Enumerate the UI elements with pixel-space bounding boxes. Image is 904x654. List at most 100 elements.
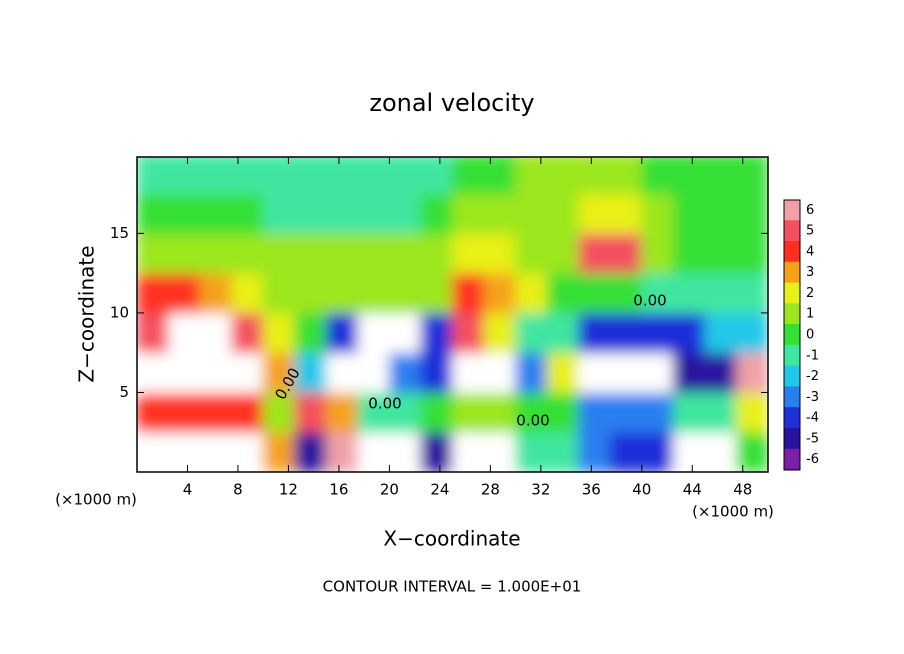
cell [357, 352, 390, 393]
cell [452, 193, 485, 234]
cell [704, 232, 737, 274]
cell [452, 232, 485, 274]
x-tick-label: 28 [481, 481, 500, 499]
cell [578, 391, 611, 433]
colorbar-swatch [783, 386, 801, 409]
cell [609, 312, 643, 354]
cell [199, 272, 233, 314]
cell [578, 312, 611, 354]
cell [420, 157, 453, 195]
cell [672, 272, 706, 314]
cell [578, 272, 611, 314]
x-tick-label: 4 [183, 481, 193, 499]
cell [137, 312, 170, 354]
field [137, 157, 768, 472]
cell [137, 352, 170, 393]
cell [168, 157, 201, 195]
cell [294, 232, 327, 274]
cell [294, 431, 327, 472]
cell [704, 193, 737, 234]
cell [546, 391, 580, 433]
cell [231, 431, 264, 472]
cell [137, 431, 170, 472]
colorbar-swatch [783, 282, 801, 305]
colorbar-label: 1 [806, 307, 814, 322]
cell [672, 157, 706, 195]
colorbar-swatch [783, 199, 801, 222]
colorbar-label: -6 [806, 452, 819, 467]
cell [262, 193, 296, 234]
cell [735, 312, 768, 354]
cell [168, 232, 201, 274]
cell [420, 312, 453, 354]
cell [735, 431, 768, 472]
cell [168, 193, 201, 234]
cell [515, 391, 548, 433]
cell [325, 157, 359, 195]
cell [735, 157, 768, 195]
colorbar-swatch [783, 220, 801, 243]
cell [483, 157, 517, 195]
cell [325, 352, 359, 393]
cell [388, 391, 422, 433]
cell [325, 391, 359, 433]
cell [515, 193, 548, 234]
overlay: 0.000.000.000.004 8 12 16 20 24 28 32 36 40 44 4851… [110, 157, 768, 499]
cell [641, 312, 674, 354]
cell [262, 232, 296, 274]
colorbar-label: -3 [806, 390, 819, 405]
cell [294, 352, 327, 393]
cell [609, 391, 643, 433]
y-tick-label: 10 [110, 303, 129, 321]
cell [262, 391, 296, 433]
colorbar-swatch [783, 344, 801, 367]
cell [388, 312, 422, 354]
cell [231, 312, 264, 354]
cell [609, 431, 643, 472]
cell [704, 157, 737, 195]
cell [546, 431, 580, 472]
cell [609, 157, 643, 195]
x-tick-label: 44 [683, 481, 702, 499]
cell [168, 272, 201, 314]
cell [420, 391, 453, 433]
cell [704, 312, 737, 354]
cell [199, 312, 233, 354]
colorbar-label: 5 [806, 224, 814, 239]
cell [515, 272, 548, 314]
cell [483, 352, 517, 393]
cell [641, 431, 674, 472]
cell [199, 193, 233, 234]
cell [388, 431, 422, 472]
cell [294, 272, 327, 314]
colorbar-swatch [783, 427, 801, 450]
contour-label: 0.00 [368, 395, 401, 413]
cell [294, 391, 327, 433]
colorbar-label: 3 [806, 265, 814, 280]
plot-frame [136, 156, 769, 473]
cell [388, 157, 422, 195]
cell [357, 431, 390, 472]
cell [546, 312, 580, 354]
cell [483, 391, 517, 433]
cell [199, 157, 233, 195]
cell [294, 312, 327, 354]
colorbar-label: 4 [806, 244, 814, 259]
cell [168, 312, 201, 354]
cell [672, 193, 706, 234]
cell [452, 157, 485, 195]
cell [420, 232, 453, 274]
colorbar-label: -2 [806, 369, 819, 384]
cell [420, 431, 453, 472]
cell [483, 193, 517, 234]
colorbar-swatch [783, 365, 801, 388]
cell [231, 391, 264, 433]
cell [452, 312, 485, 354]
cell [137, 157, 170, 195]
cell [137, 232, 170, 274]
cell [546, 193, 580, 234]
colorbar-label: 2 [806, 286, 814, 301]
cell [137, 193, 170, 234]
cell [262, 352, 296, 393]
